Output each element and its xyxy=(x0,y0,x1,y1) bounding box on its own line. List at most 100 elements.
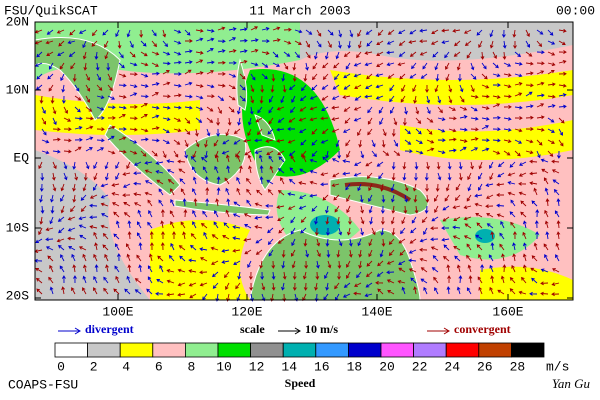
wind-arrow xyxy=(411,216,417,224)
wind-arrow xyxy=(267,238,274,245)
wind-arrow xyxy=(102,29,109,36)
wind-arrow xyxy=(217,39,226,44)
wind-arrow xyxy=(415,117,422,124)
wind-arrow xyxy=(536,103,545,108)
wind-arrow xyxy=(85,116,94,121)
wind-arrow xyxy=(437,106,443,114)
wind-arrow xyxy=(34,29,43,34)
wind-arrow xyxy=(425,183,429,192)
wind-arrow xyxy=(133,171,142,176)
wind-arrow xyxy=(327,29,334,36)
wind-arrow xyxy=(337,271,341,280)
wind-arrow xyxy=(69,29,76,36)
wind-arrow xyxy=(129,62,138,67)
wind-arrow xyxy=(309,169,318,174)
wind-arrow xyxy=(358,249,363,258)
wind-arrow xyxy=(255,249,263,255)
wind-arrow xyxy=(205,187,210,196)
wind-arrow xyxy=(239,59,248,64)
wind-arrow xyxy=(124,288,131,295)
wind-arrow xyxy=(305,40,310,48)
wind-arrow xyxy=(129,72,138,77)
wind-arrow xyxy=(93,172,98,181)
wind-arrow xyxy=(558,40,566,46)
time: 00:00 xyxy=(556,3,595,18)
wind-arrow xyxy=(254,138,263,143)
wind-arrow xyxy=(294,51,300,59)
wind-arrow xyxy=(214,165,219,174)
wind-arrow xyxy=(468,275,473,284)
wind-arrow xyxy=(518,181,527,186)
wind-arrow xyxy=(551,282,560,287)
wind-arrow xyxy=(118,105,127,110)
wind-arrow xyxy=(250,26,259,31)
wind-arrow xyxy=(343,84,351,90)
wind-arrow xyxy=(50,95,55,104)
wind-arrow xyxy=(151,82,160,86)
wind-arrow xyxy=(162,61,171,66)
wind-arrow xyxy=(228,95,236,101)
wind-arrow xyxy=(155,291,164,296)
wind-arrow xyxy=(254,202,263,207)
wind-arrow xyxy=(126,253,131,262)
wind-arrow xyxy=(265,203,274,208)
wind-arrow xyxy=(300,216,307,223)
wind-arrow xyxy=(192,188,197,196)
wind-arrow xyxy=(52,149,61,154)
wind-arrow xyxy=(379,117,384,126)
wind-arrow xyxy=(348,249,353,258)
wind-arrow xyxy=(232,248,241,253)
wind-arrow xyxy=(290,216,296,224)
wind-arrow xyxy=(360,216,365,225)
wind-arrow xyxy=(239,95,246,102)
wind-arrow xyxy=(271,73,276,82)
wind-arrow xyxy=(249,106,254,115)
wind-arrow xyxy=(151,126,160,131)
wind-arrow xyxy=(346,260,351,268)
wind-arrow xyxy=(475,234,483,240)
wind-arrow xyxy=(430,40,439,45)
wind-arrow xyxy=(413,95,417,104)
wind-arrow xyxy=(133,161,142,166)
wind-arrow xyxy=(514,139,523,144)
legend: divergent scale 10 m/s convergent xyxy=(58,322,511,336)
wind-arrow xyxy=(267,189,274,196)
wind-arrow xyxy=(168,255,175,262)
wind-arrow xyxy=(72,161,77,170)
wind-arrow xyxy=(172,231,176,240)
wind-arrow xyxy=(501,29,506,38)
wind-arrow xyxy=(366,73,373,80)
wind-arrow xyxy=(338,227,343,236)
wind-arrow xyxy=(96,95,105,100)
wind-arrow xyxy=(311,139,318,146)
wind-arrow xyxy=(111,183,120,187)
wind-arrow xyxy=(61,286,66,295)
wind-arrow xyxy=(510,199,516,207)
wind-arrow xyxy=(365,84,373,89)
wind-arrow xyxy=(170,242,175,251)
wind-arrow xyxy=(78,224,87,229)
wind-arrow xyxy=(236,154,241,163)
wind-arrow xyxy=(434,205,439,213)
colorbar-swatch xyxy=(315,342,349,358)
wind-arrow xyxy=(507,191,516,196)
wind-arrow xyxy=(270,84,275,93)
wind-arrow xyxy=(442,216,450,222)
wind-arrow xyxy=(390,194,395,203)
wind-arrow xyxy=(118,83,127,88)
wind-arrow xyxy=(414,161,419,170)
wind-arrow xyxy=(510,221,516,229)
wind-arrow xyxy=(39,216,44,225)
wind-arrow xyxy=(353,117,362,122)
wind-arrow xyxy=(525,51,533,57)
wind-arrow xyxy=(314,216,318,225)
wind-arrow xyxy=(410,277,417,284)
wind-arrow xyxy=(67,227,76,232)
colorbar-tick: 28 xyxy=(510,359,526,374)
wind-arrow xyxy=(299,128,307,133)
wind-arrow xyxy=(437,138,446,143)
wind-arrow xyxy=(290,106,296,114)
wind-arrow xyxy=(409,51,417,57)
wind-arrow xyxy=(60,73,65,82)
wind-arrow xyxy=(225,154,230,163)
